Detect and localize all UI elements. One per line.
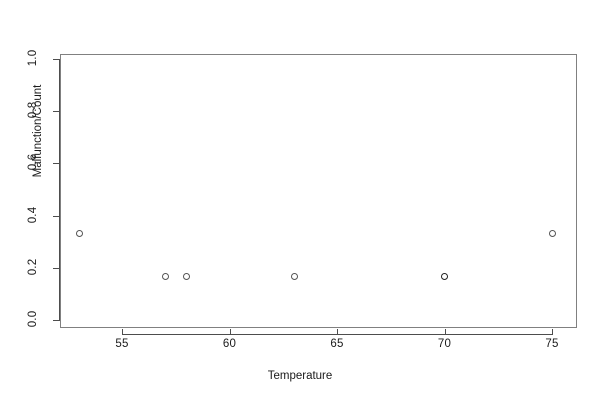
x-axis-tick [229,329,231,335]
y-axis-title: Malfunction/Count [32,84,44,178]
x-axis-tick [122,329,123,335]
y-axis-tick [53,163,59,165]
y-axis-tick-label: 0.4 [27,206,39,223]
x-axis-tick-label: 65 [330,338,344,350]
x-axis-tick [444,329,446,335]
y-axis-tick-label: 0.0 [27,310,39,328]
data-point [161,272,169,280]
data-point [441,272,448,280]
x-axis-tick-label: 75 [545,338,559,350]
y-axis-tick [53,111,59,113]
data-point [75,229,83,237]
y-axis-tick [53,320,59,321]
y-axis-tick [53,215,59,217]
data-point [183,272,190,280]
data-point [548,229,556,237]
x-axis-tick-label: 60 [222,338,237,350]
y-axis-line [59,59,60,321]
y-axis-tick [53,267,59,269]
x-axis-tick [552,329,553,335]
data-point [290,272,298,280]
x-axis-tick-label: 55 [115,338,129,350]
x-axis-tick [337,329,338,335]
y-axis-tick-label: 0.2 [27,258,39,276]
y-axis-tick [53,59,59,60]
x-axis-tick-label: 70 [437,338,452,350]
plot-frame [60,54,577,328]
x-axis-title: Temperature [267,370,333,382]
